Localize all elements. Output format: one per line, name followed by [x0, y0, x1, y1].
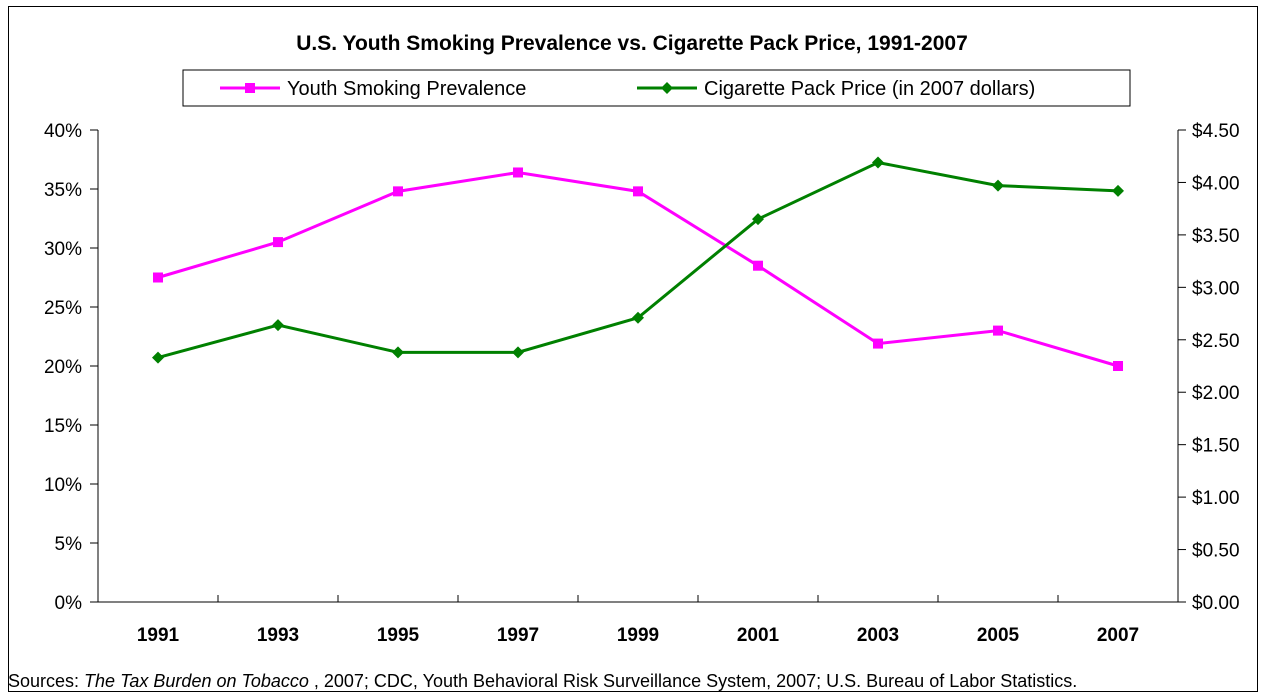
- data-point: [632, 311, 644, 324]
- y-right-tick-label: $2.00: [1192, 383, 1240, 404]
- data-point: [1112, 184, 1124, 197]
- legend: Youth Smoking Prevalence Cigarette Pack P…: [182, 69, 1131, 107]
- data-point: [393, 186, 403, 197]
- data-point: [872, 156, 884, 169]
- data-point: [272, 319, 284, 332]
- y-left-tick-label: 35%: [44, 180, 82, 201]
- data-point: [873, 338, 883, 349]
- y-right-tick-label: $0.50: [1192, 541, 1240, 562]
- x-tick-label: 1995: [377, 625, 420, 646]
- y-right-tick-label: $1.50: [1192, 436, 1240, 457]
- legend-item: Cigarette Pack Price (in 2007 dollars): [637, 78, 1035, 100]
- x-tick-label: 1993: [257, 625, 299, 646]
- y-left-tick-label: 10%: [44, 475, 82, 496]
- data-point: [1113, 361, 1123, 371]
- y-left-tick-label: 15%: [44, 416, 82, 437]
- chart-frame: [8, 6, 1258, 692]
- x-tick-label: 2007: [1097, 625, 1139, 646]
- x-tick-label: 2003: [857, 625, 899, 646]
- data-point: [633, 186, 643, 197]
- data-point: [752, 213, 764, 226]
- data-point: [153, 272, 163, 283]
- data-point: [753, 260, 763, 271]
- y-right-tick-label: $4.00: [1192, 173, 1240, 194]
- data-point: [245, 83, 255, 93]
- x-tick-label: 2005: [977, 625, 1020, 646]
- x-tick-label: 1999: [617, 625, 659, 646]
- y-right-tick-label: $2.50: [1192, 331, 1240, 352]
- y-right-tick-label: $3.00: [1192, 278, 1240, 299]
- x-tick-label: 1991: [137, 625, 180, 646]
- y-left-tick-label: 20%: [44, 357, 82, 378]
- chart-title: U.S. Youth Smoking Prevalence vs. Cigare…: [296, 32, 968, 55]
- series-1: [153, 167, 1123, 371]
- series-line: [157, 170, 1119, 368]
- data-point: [992, 179, 1004, 192]
- y-left-tick-label: 30%: [44, 239, 82, 260]
- legend-label: Youth Smoking Prevalence: [287, 78, 526, 100]
- legend-item: Youth Smoking Prevalence: [220, 78, 526, 100]
- x-tick-label: 2001: [737, 625, 780, 646]
- y-right-tick-label: $0.00: [1192, 593, 1240, 614]
- y-left-tick-label: 25%: [44, 298, 82, 319]
- y-right-tick-label: $1.00: [1192, 488, 1240, 509]
- y-right-tick-label: $4.50: [1192, 121, 1240, 142]
- data-point: [512, 346, 524, 359]
- sources-rest: , 2007; CDC, Youth Behavioral Risk Surve…: [308, 671, 1078, 691]
- sources-prefix: Sources:: [8, 671, 85, 691]
- sources-italic-title: The Tax Burden on Tobacco: [84, 671, 309, 691]
- x-tick-label: 1997: [497, 625, 539, 646]
- data-point: [661, 82, 673, 94]
- data-point: [993, 325, 1003, 336]
- legend-label: Cigarette Pack Price (in 2007 dollars): [704, 78, 1035, 100]
- series-2: [152, 156, 1124, 364]
- data-point: [152, 351, 164, 364]
- data-point: [392, 346, 404, 359]
- data-point: [513, 167, 523, 178]
- data-point: [273, 237, 283, 248]
- y-left-tick-label: 40%: [44, 121, 82, 142]
- sources-note: Sources: The Tax Burden on Tobacco , 200…: [8, 671, 1077, 692]
- y-right-tick-label: $3.50: [1192, 226, 1240, 247]
- y-left-tick-label: 0%: [55, 593, 83, 614]
- y-left-tick-label: 5%: [55, 534, 83, 555]
